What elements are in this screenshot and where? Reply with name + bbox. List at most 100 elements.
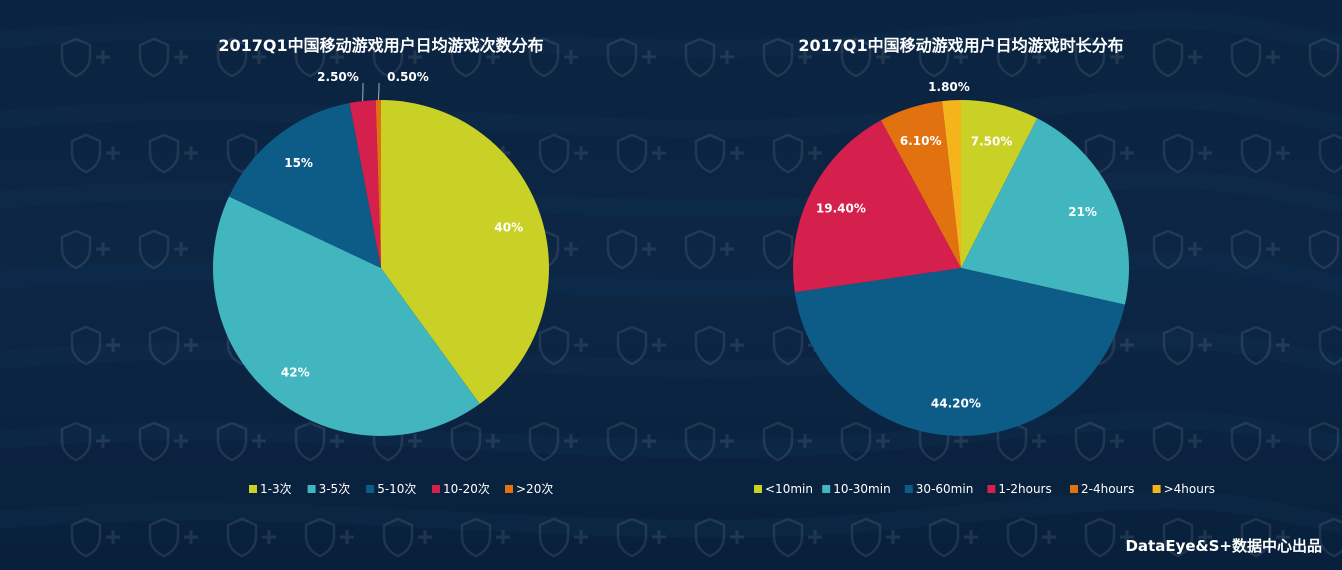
- legend-label: >4hours: [1164, 482, 1215, 496]
- watermark-icon: [372, 37, 422, 78]
- watermark-icon: [1152, 37, 1202, 78]
- legend-item[interactable]: 3-5次: [307, 482, 351, 496]
- watermark-icon: [538, 133, 588, 174]
- legend-swatch: [904, 485, 913, 493]
- watermark-icon: [148, 325, 198, 366]
- watermark-icon: [1318, 517, 1342, 558]
- watermark-icon: [60, 37, 110, 78]
- watermark-icon: [1084, 517, 1134, 558]
- legend-label: 30-60min: [916, 482, 974, 496]
- legend-swatch: [1152, 485, 1161, 493]
- legend-item[interactable]: >4hours: [1152, 482, 1215, 496]
- watermark-icon: [304, 517, 354, 558]
- watermark-icon: [70, 325, 120, 366]
- watermark-icon: [148, 133, 198, 174]
- data-label: 42%: [281, 366, 310, 380]
- data-label: 15%: [284, 156, 313, 170]
- legend-label: 5-10次: [377, 482, 416, 496]
- legend-swatch: [366, 485, 375, 493]
- watermark-icon: [1230, 37, 1280, 78]
- watermark-icon: [70, 133, 120, 174]
- watermark-icon: [1152, 421, 1202, 462]
- watermark-icon: [918, 37, 968, 78]
- legend-swatch: [249, 485, 257, 493]
- watermark-icon: [840, 421, 890, 462]
- legend-swatch: [505, 485, 513, 493]
- data-label: 6.10%: [900, 134, 942, 148]
- legend-item[interactable]: <10min: [754, 482, 813, 496]
- watermark-icon: [528, 37, 578, 78]
- watermark-icon: [606, 229, 656, 270]
- pie-slice[interactable]: [375, 99, 381, 269]
- watermark-icon: [772, 133, 822, 174]
- legend-label: >20次: [516, 482, 553, 496]
- pie-slice[interactable]: [792, 120, 961, 293]
- watermark-icon: [684, 421, 734, 462]
- pie-slice[interactable]: [228, 102, 381, 268]
- watermark-icon: [294, 421, 344, 462]
- watermark-icon: [996, 421, 1046, 462]
- legend-label: 10-30min: [833, 482, 891, 496]
- watermark-icon: [694, 517, 744, 558]
- legend-swatch: [822, 485, 831, 493]
- data-label: 7.50%: [971, 135, 1013, 149]
- watermark-icon: [616, 517, 666, 558]
- legend-item[interactable]: 10-20次: [432, 482, 490, 496]
- watermark-icon: [1240, 133, 1290, 174]
- legend-item[interactable]: >20次: [505, 482, 553, 496]
- watermark-icon: [606, 37, 656, 78]
- pie-slice[interactable]: [880, 101, 961, 268]
- pie-slice[interactable]: [942, 99, 961, 268]
- legend-label: 3-5次: [319, 482, 351, 496]
- watermark-icon: [450, 37, 500, 78]
- pie-slice[interactable]: [381, 100, 549, 404]
- watermark-icon: [850, 517, 900, 558]
- watermark-icon: [226, 517, 276, 558]
- data-label: 1.80%: [928, 80, 970, 94]
- watermark-icon: [1318, 133, 1342, 174]
- watermark-icon: [382, 517, 432, 558]
- watermark-icon: [138, 421, 188, 462]
- pie-slice[interactable]: [349, 100, 381, 268]
- legend-item[interactable]: 1-3次: [249, 482, 292, 496]
- legend-swatch: [307, 485, 316, 493]
- watermark-icon: [450, 421, 500, 462]
- chart-title: 2017Q1中国移动游戏用户日均游戏次数分布: [218, 36, 543, 55]
- watermark-icon: [616, 133, 666, 174]
- watermark-icon: [928, 517, 978, 558]
- watermark-icon: [1162, 517, 1212, 558]
- watermark-icon: [1074, 421, 1124, 462]
- data-label: 19.40%: [816, 202, 866, 216]
- watermark-icon: [1308, 229, 1340, 270]
- pie-slice[interactable]: [213, 196, 480, 436]
- watermark-icon: [772, 517, 822, 558]
- watermark-icon: [840, 37, 890, 78]
- watermark-icon: [1162, 325, 1212, 366]
- data-label: 0.50%: [387, 70, 429, 84]
- watermark-icon: [1152, 229, 1202, 270]
- watermark-icon: [1074, 37, 1124, 78]
- watermark-icon: [216, 37, 266, 78]
- watermark-icon: [694, 325, 744, 366]
- legend-item[interactable]: 5-10次: [366, 482, 416, 496]
- pie-slice[interactable]: [961, 100, 1038, 268]
- watermark-icon: [684, 37, 734, 78]
- watermark-icon: [684, 229, 734, 270]
- legend-label: 10-20次: [443, 482, 490, 496]
- data-label: 44.20%: [931, 396, 981, 410]
- watermark-icon: [616, 325, 666, 366]
- watermark-icon: [1240, 517, 1290, 558]
- legend-item[interactable]: 10-30min: [822, 482, 891, 496]
- legend-swatch: [1070, 485, 1078, 493]
- watermark-icon: [538, 517, 588, 558]
- chart-title: 2017Q1中国移动游戏用户日均游戏时长分布: [798, 36, 1123, 55]
- data-label: 40%: [494, 221, 523, 235]
- pie-slice[interactable]: [961, 118, 1129, 305]
- legend-item[interactable]: 2-4hours: [1070, 482, 1134, 496]
- watermark-icon: [60, 421, 110, 462]
- pie-slice[interactable]: [794, 268, 1125, 436]
- watermark-icon: [1006, 517, 1056, 558]
- legend-item[interactable]: 30-60min: [904, 482, 974, 496]
- watermark-icon: [138, 37, 188, 78]
- legend-item[interactable]: 1-2hours: [987, 482, 1052, 496]
